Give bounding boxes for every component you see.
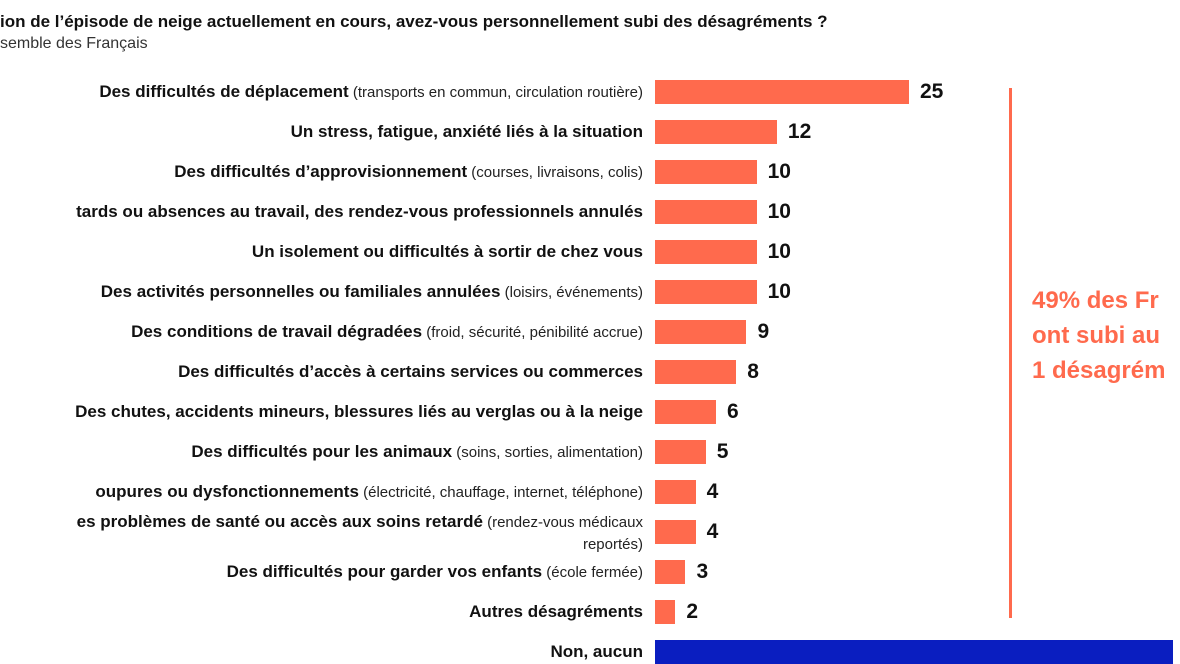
annotation-line: 49% des Fr [1032,287,1159,314]
value-label: 4 [706,480,719,503]
category-label-main: Des chutes, accidents mineurs, blessures… [75,402,643,421]
category-label-main: Autres désagréments [469,602,643,621]
category-label: oupures ou dysfonctionnements (électrici… [95,481,643,503]
annotation-text: 49% des Fr ont subi au 1 désagrém [1032,283,1165,388]
bar [655,360,737,384]
category-label-main: es problèmes de santé ou accès aux soins… [76,512,483,531]
bar [655,640,1174,664]
bar [655,480,696,504]
category-label-main: Un isolement ou difficultés à sortir de … [251,242,643,261]
category-label-detail: (rendez-vous médicaux [482,514,643,531]
bar [655,280,757,304]
bar [655,160,757,184]
bar [655,560,686,584]
category-label-detail: reportés) [582,536,643,553]
chart-subtitle: semble des Français [0,35,148,52]
category-label-main: Non, aucun [550,642,643,661]
category-label-main: Des difficultés d’approvisionnement [174,162,468,181]
bar [655,120,777,144]
category-label-main: Des difficultés de déplacement [99,82,349,101]
value-label: 10 [767,280,791,303]
bar [655,440,706,464]
value-label: 25 [920,80,944,103]
category-label: tards ou absences au travail, des rendez… [76,201,643,222]
annotation-bracket-line [1009,88,1012,618]
category-label: Des difficultés pour garder vos enfants … [227,561,643,583]
value-label: 10 [767,160,791,183]
category-label-main: tards ou absences au travail, des rendez… [76,202,643,221]
bar [655,600,676,624]
category-label-detail: (transports en commun, circulation routi… [348,84,643,101]
annotation-line: 1 désagrém [1032,357,1166,384]
category-label-detail: (soins, sorties, alimentation) [452,444,643,461]
value-label: 10 [767,240,791,263]
category-label: Des difficultés pour les animaux (soins,… [191,441,643,463]
value-label: 4 [706,520,719,543]
category-label-detail: (électricité, chauffage, internet, télép… [358,484,643,501]
category-label: Des difficultés d’accès à certains servi… [178,361,643,382]
value-label: 5 [716,440,729,463]
bar [655,240,757,264]
value-label: 6 [726,400,739,423]
category-label-main: Des difficultés pour garder vos enfants [226,562,543,581]
category-label-detail: (école fermée) [542,564,643,581]
bar [655,80,909,104]
chart-title: ion de l’épisode de neige actuellement e… [0,12,828,31]
category-label-main: Des difficultés pour les animaux [191,442,453,461]
value-label: 12 [787,120,812,143]
value-label: 10 [767,200,791,223]
category-label: Des chutes, accidents mineurs, blessures… [75,401,643,422]
category-label: Un isolement ou difficultés à sortir de … [252,241,643,262]
category-label-main: Des difficultés d’accès à certains servi… [178,362,643,381]
category-label: Des conditions de travail dégradées (fro… [131,321,643,343]
value-label: 2 [686,600,698,623]
category-label-detail: (froid, sécurité, pénibilité accrue) [422,324,643,341]
category-label: Des difficultés de déplacement (transpor… [99,81,643,103]
bar [655,320,747,344]
bar [655,400,716,424]
category-label-detail: (loisirs, événements) [500,284,643,301]
category-label: Des difficultés d’approvisionnement (cou… [174,161,643,183]
annotation-line: ont subi au [1032,322,1160,349]
category-label: Un stress, fatigue, anxiété liés à la si… [291,121,643,142]
category-label: Des activités personnelles ou familiales… [101,281,643,303]
category-label-main: Un stress, fatigue, anxiété liés à la si… [290,122,643,141]
category-label-main: Des conditions de travail dégradées [131,322,423,341]
category-label: es problèmes de santé ou accès aux soins… [77,511,643,555]
category-label-main: Des activités personnelles ou familiales… [100,282,501,301]
category-label: Non, aucun [550,641,643,662]
category-label-detail: (courses, livraisons, colis) [467,164,643,181]
category-label-main: oupures ou dysfonctionnements [95,482,359,501]
value-label: 9 [757,320,770,343]
value-label: 3 [696,560,709,583]
bar [655,200,757,224]
value-label: 8 [747,360,759,383]
category-label: Autres désagréments [469,601,643,622]
bar [655,520,696,544]
